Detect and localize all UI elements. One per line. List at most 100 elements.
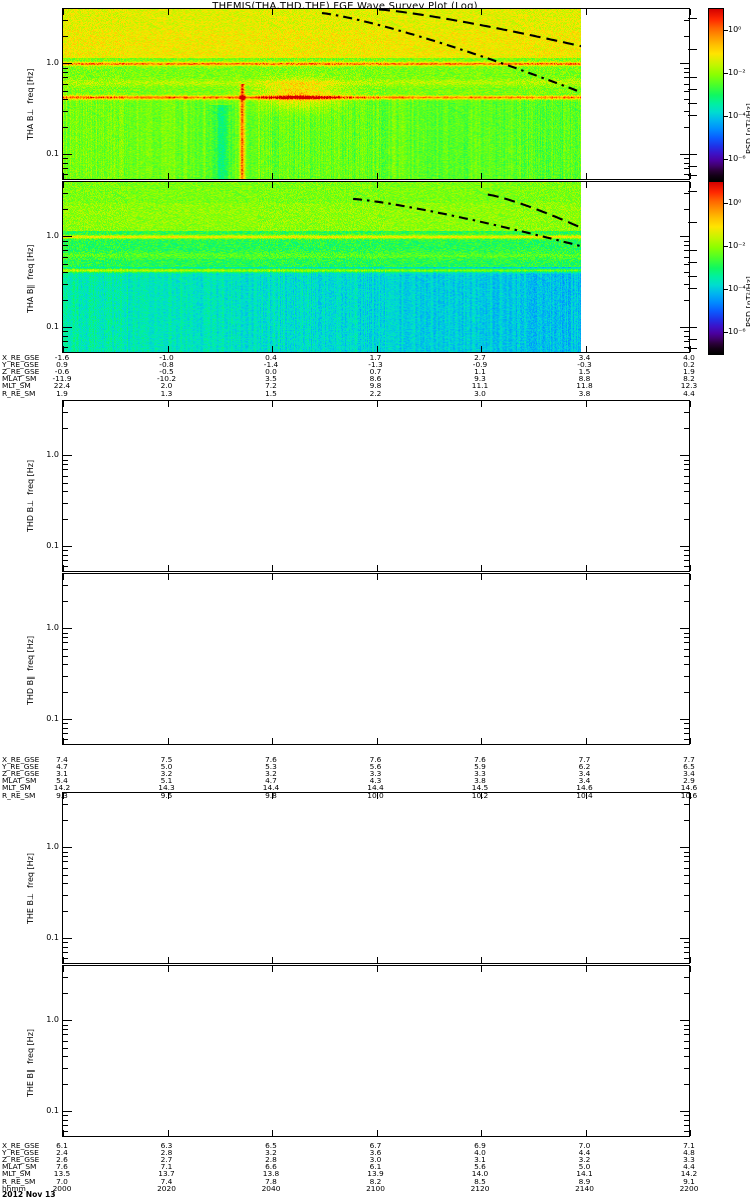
x-tick xyxy=(690,565,691,571)
x-tick xyxy=(376,574,378,580)
ephemeris-value: 3.1 xyxy=(56,769,68,779)
x-tick xyxy=(376,957,378,963)
x-tick xyxy=(167,346,169,352)
colorbar-tick xyxy=(723,72,728,74)
y-tick-major xyxy=(63,545,72,547)
ephemeris-value: 3.3 xyxy=(683,1155,695,1165)
ephemeris-value: 3.2 xyxy=(265,769,277,779)
y-axis-label: freq [Hz] xyxy=(26,853,35,888)
ephemeris-value: 1.1 xyxy=(474,367,486,377)
ephemeris-value: 5.0 xyxy=(578,1162,591,1172)
ephemeris-value: 8.8 xyxy=(578,374,591,384)
x-tick xyxy=(272,401,273,407)
y-tick-minor xyxy=(684,209,689,211)
ephemeris-value: 4.4 xyxy=(578,1148,591,1158)
y-tick-minor xyxy=(684,475,689,477)
plot-area-tha-bpar xyxy=(63,182,689,352)
panel-tha-bpar: 1.0 0.1 xyxy=(46,181,691,353)
y-tick-minor xyxy=(63,874,68,876)
y-tick-minor xyxy=(63,1130,68,1132)
ephemeris-value: 4.7 xyxy=(56,762,68,772)
x-tick xyxy=(63,793,64,799)
ephemeris-value: 7.4 xyxy=(160,1176,173,1186)
y-tick-minor xyxy=(684,642,689,644)
x-tick xyxy=(585,346,587,352)
panel-label: THD B∥ xyxy=(26,675,35,705)
ephemeris-value: 14.5 xyxy=(471,783,489,793)
ephemeris-value: 14.4 xyxy=(262,783,280,793)
ephemeris-value: 1.3 xyxy=(160,388,173,398)
colorbar-tick xyxy=(723,158,728,160)
y-tick-minor xyxy=(63,335,68,337)
x-tick xyxy=(690,9,691,15)
y-tick-minor xyxy=(684,957,689,959)
x-tick xyxy=(585,793,587,799)
y-tick-minor xyxy=(63,110,68,112)
ephemeris-value: 4.0 xyxy=(474,1148,486,1158)
x-tick xyxy=(585,182,587,188)
ephemeris-value: 7.1 xyxy=(160,1162,173,1172)
y-tick-major xyxy=(63,847,72,849)
ephemeris-value: 2040 xyxy=(261,1183,281,1193)
ephemeris-row-label: MLT_SM xyxy=(2,1169,31,1179)
ephemeris-value: 14.6 xyxy=(680,783,698,793)
plot-area-the-bperp xyxy=(63,793,689,963)
ephemeris-value: 11.8 xyxy=(576,381,593,391)
y-tick-minor xyxy=(684,675,689,677)
y-tick-minor xyxy=(63,250,68,252)
x-tick xyxy=(585,574,587,580)
panel-label: THA B∥ xyxy=(26,284,35,313)
ephemeris-value: 3.5 xyxy=(265,374,277,384)
x-tick xyxy=(272,574,273,580)
y-tick-minor xyxy=(684,283,689,285)
y-tick-minor xyxy=(63,1024,68,1026)
ephemeris-value: 2.7 xyxy=(160,1155,173,1165)
y-tick-minor xyxy=(684,648,689,650)
ephemeris-row-label: R_RE_SM xyxy=(2,790,36,800)
x-tick xyxy=(167,401,169,407)
ephemeris-value: 1.9 xyxy=(56,388,68,398)
ephemeris-value: -0.8 xyxy=(159,360,174,370)
x-tick xyxy=(376,173,378,179)
y-tick-minor xyxy=(684,240,689,242)
y-tick-minor xyxy=(63,20,68,22)
y-tick-minor xyxy=(63,601,68,603)
ephemeris-value: 12.3 xyxy=(680,381,698,391)
frame-tick xyxy=(688,249,697,251)
y-tick-minor xyxy=(63,90,68,92)
x-tick xyxy=(63,738,64,744)
y-tick-minor xyxy=(684,20,689,22)
ephemeris-value: 13.5 xyxy=(53,1169,71,1179)
ephemeris-value: 2000 xyxy=(52,1183,72,1193)
y-tick-minor xyxy=(684,90,689,92)
ephemeris-value: 7.1 xyxy=(683,1141,695,1150)
ephemeris-value: 8.5 xyxy=(474,1176,486,1186)
ephemeris-value: -1.0 xyxy=(159,353,174,362)
ephemeris-value: 13.8 xyxy=(262,1169,280,1179)
y-tick-minor xyxy=(684,502,689,504)
x-tick xyxy=(690,173,691,179)
ephemeris-value: 6.7 xyxy=(369,1141,382,1150)
y-tick-major xyxy=(63,236,72,238)
x-tick xyxy=(376,9,378,15)
panel-the-bpar: 1.0 0.1 xyxy=(46,965,691,1137)
ephemeris-value: 2.8 xyxy=(160,1148,173,1158)
y-tick-minor xyxy=(63,993,68,995)
y-tick-minor xyxy=(63,1056,68,1058)
panel-label: THA B⊥ xyxy=(26,108,35,140)
x-tick xyxy=(690,182,691,188)
y-tick-minor xyxy=(684,83,689,85)
y-tick-minor xyxy=(684,549,689,551)
y-tick-minor xyxy=(63,1067,68,1069)
ephemeris-value: 6.3 xyxy=(160,1141,173,1150)
x-tick xyxy=(272,957,273,963)
y-tick-major xyxy=(680,153,689,155)
y-tick-major xyxy=(680,326,689,328)
x-tick xyxy=(585,1130,587,1136)
y-tick-major xyxy=(63,1110,72,1112)
x-tick xyxy=(272,1130,273,1136)
ephemeris-value: -1.3 xyxy=(368,360,383,370)
y-tick-major xyxy=(680,455,689,457)
y-tick-minor xyxy=(684,1124,689,1126)
